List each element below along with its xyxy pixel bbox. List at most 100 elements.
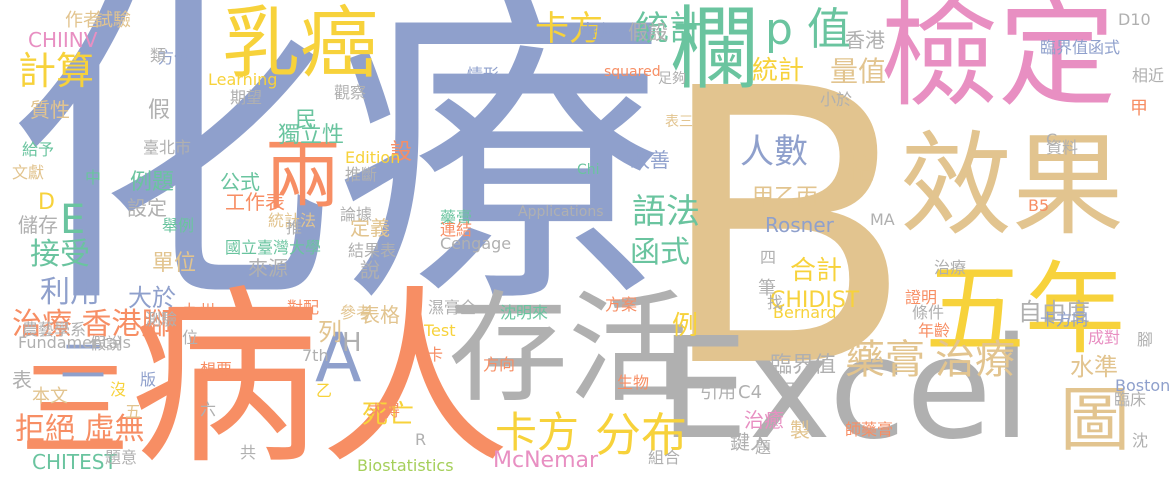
cloud-word: 人數 xyxy=(740,132,808,172)
cloud-word: Cengage xyxy=(440,234,512,253)
cloud-word: 利用 xyxy=(40,275,100,310)
cloud-word: 自由度 xyxy=(1018,298,1090,326)
cloud-word: 民 xyxy=(295,108,318,133)
cloud-word: 論據 xyxy=(340,205,373,224)
cloud-word: 沈明來 xyxy=(500,303,549,322)
cloud-word: 六 xyxy=(200,400,217,419)
cloud-word: A xyxy=(315,319,362,398)
cloud-word: 足夠 xyxy=(658,71,686,87)
cloud-word: 函式 xyxy=(630,235,690,270)
cloud-word: 推 xyxy=(286,218,303,237)
cloud-word: 想要 xyxy=(200,360,233,379)
cloud-word: 情形 xyxy=(467,65,500,84)
cloud-word: 質性 xyxy=(30,98,70,122)
cloud-word: 卡方 xyxy=(495,408,580,457)
cloud-word: 存活 xyxy=(448,280,688,419)
cloud-word: 表 xyxy=(12,368,32,392)
cloud-word: 例 xyxy=(672,311,699,341)
cloud-word: 引用 xyxy=(700,382,736,403)
cloud-word: 治療 xyxy=(935,337,1015,383)
cloud-word: 推斷 xyxy=(345,165,378,184)
cloud-word: CHIINV xyxy=(28,28,98,52)
cloud-word: C4 xyxy=(738,382,763,403)
cloud-word: Fundamentals xyxy=(18,333,131,352)
cloud-word: 定義 xyxy=(350,216,390,240)
cloud-word: 臨界值函式 xyxy=(1040,38,1121,57)
cloud-word: 卡 xyxy=(427,345,444,364)
cloud-word: 化療 xyxy=(5,0,665,347)
cloud-word: 中 xyxy=(85,168,102,187)
cloud-word: H xyxy=(342,328,362,358)
cloud-word: 卡方 xyxy=(535,9,603,49)
cloud-word: 相近 xyxy=(1132,66,1165,85)
cloud-word: 統計法 xyxy=(268,211,317,230)
cloud-word: 假 xyxy=(148,98,171,123)
cloud-word: 對配 xyxy=(287,298,320,317)
cloud-word: 統計 xyxy=(635,9,703,49)
cloud-word: 分布 xyxy=(595,408,687,462)
cloud-word: 檢定 xyxy=(880,0,1117,123)
cloud-word: 香港 xyxy=(845,28,885,52)
cloud-word: B5 xyxy=(1028,196,1050,215)
cloud-word: D xyxy=(38,190,55,215)
cloud-word: 計算 xyxy=(18,49,95,93)
cloud-word: 設定 xyxy=(127,196,167,220)
cloud-word: 本文 xyxy=(32,386,68,407)
cloud-word: Test xyxy=(424,321,456,340)
cloud-word: 結果表 xyxy=(348,241,397,260)
cloud-word: Bernard xyxy=(773,303,837,322)
cloud-word: 資料 xyxy=(1046,138,1079,157)
cloud-word: D10 xyxy=(1118,10,1151,29)
cloud-word: 乳癌 xyxy=(222,0,379,89)
cloud-word: 生物 xyxy=(617,373,650,392)
cloud-word: 五 xyxy=(125,402,142,421)
cloud-word: 假說 xyxy=(90,334,123,353)
cloud-word: 五年 xyxy=(925,251,1125,368)
cloud-word: 類 xyxy=(150,46,167,65)
cloud-word: 治療 xyxy=(934,258,967,277)
cloud-word: 改善 xyxy=(630,148,670,172)
cloud-word: 虛無 xyxy=(578,20,618,44)
cloud-word: 沈 xyxy=(1132,431,1149,450)
cloud-word: 治療 香港腳 xyxy=(12,307,172,342)
cloud-word: McNemar xyxy=(493,448,599,473)
cloud-word: 欄 xyxy=(670,0,760,102)
cloud-word: 證明 xyxy=(905,288,938,307)
cloud-word: 條件 xyxy=(912,303,945,322)
cloud-word: 年齡 xyxy=(918,321,951,340)
cloud-word: 治癒 xyxy=(744,408,784,432)
cloud-word: 鍵入 xyxy=(730,430,770,454)
cloud-word: 獨立性 xyxy=(278,123,345,148)
cloud-word: 小於 xyxy=(820,90,853,109)
cloud-word: 假設 xyxy=(628,20,668,44)
cloud-word: 7th xyxy=(302,346,329,365)
cloud-word: 單位 xyxy=(152,251,197,276)
cloud-word: 師藥膏 xyxy=(845,420,894,439)
cloud-word: 成對 xyxy=(1088,328,1121,347)
cloud-word: Learning xyxy=(208,70,278,89)
cloud-word: 來源 xyxy=(248,256,288,280)
cloud-word: 例題 xyxy=(130,170,175,195)
cloud-word: 二 xyxy=(60,334,106,388)
cloud-word: 題意 xyxy=(105,448,138,467)
cloud-word: 表三 xyxy=(665,114,693,130)
cloud-word: 沒 xyxy=(110,380,127,399)
cloud-word: 測驗 xyxy=(145,310,178,329)
cloud-word: 圖 xyxy=(1060,379,1130,461)
cloud-word: Excel xyxy=(660,308,1031,471)
cloud-word: squared xyxy=(604,64,661,80)
cloud-word: B xyxy=(655,8,916,451)
cloud-word: 國立臺灣大學 xyxy=(225,238,322,257)
cloud-word: 求得 xyxy=(368,401,401,420)
cloud-word: 表格 xyxy=(360,303,400,327)
cloud-word: 兩 xyxy=(265,131,341,220)
cloud-word: 量值 xyxy=(830,55,887,88)
cloud-word: 設 xyxy=(390,140,413,165)
cloud-word: 藥膏 xyxy=(845,337,925,383)
cloud-word: C xyxy=(1046,130,1058,149)
cloud-word: 試驗 xyxy=(95,10,131,31)
cloud-word: 筆 xyxy=(758,278,776,299)
cloud-word: 甲 xyxy=(1130,98,1148,119)
cloud-word: 方值 xyxy=(158,48,191,67)
